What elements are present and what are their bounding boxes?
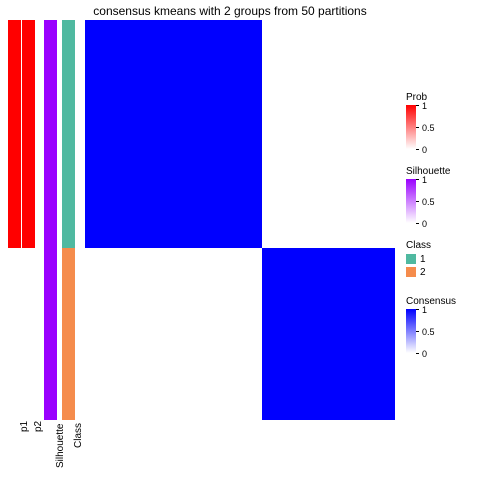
legend-tickmark <box>416 201 419 202</box>
consensus-heatmap <box>85 20 395 420</box>
legend-tick: 1 <box>422 305 427 315</box>
annotation-segment <box>8 20 21 248</box>
legend-tickmark <box>416 309 419 310</box>
legend-gradient-silhouette <box>406 179 416 223</box>
legend-tick: 0 <box>422 145 427 155</box>
legend-tick: 1 <box>422 175 427 185</box>
legend-prob: Prob10.50 <box>406 92 427 149</box>
legend-item: 1 <box>406 253 431 266</box>
legend-item: 2 <box>406 266 431 279</box>
annotation-column-p1 <box>8 20 21 420</box>
legend-title-silhouette: Silhouette <box>406 166 450 177</box>
annotation-label-p1: p1 <box>19 421 30 432</box>
legend-silhouette: Silhouette10.50 <box>406 166 450 223</box>
legend-tick: 0 <box>422 219 427 229</box>
annotation-column-class <box>62 20 75 420</box>
annotation-segment <box>62 248 75 420</box>
legend-gradient-consensus <box>406 309 416 353</box>
annotation-column-silhouette <box>44 20 57 420</box>
annotation-label-class: Class <box>73 423 84 448</box>
legend-title-consensus: Consensus <box>406 296 456 307</box>
legend-item-label: 2 <box>420 267 426 278</box>
legend-swatch <box>406 254 416 264</box>
annotation-segment <box>22 248 35 420</box>
annotation-segment <box>8 248 21 420</box>
legend-tickmark <box>416 331 419 332</box>
annotation-segment <box>62 20 75 248</box>
annotation-label-silhouette: Silhouette <box>55 424 66 468</box>
legend-tick: 1 <box>422 101 427 111</box>
legend-tick: 0.5 <box>422 197 435 207</box>
annotation-column-p2 <box>22 20 35 420</box>
legend-tickmark <box>416 179 419 180</box>
annotation-label-p2: p2 <box>33 421 44 432</box>
legend-item-label: 1 <box>420 254 426 265</box>
legend-title-class: Class <box>406 240 431 251</box>
chart-title: consensus kmeans with 2 groups from 50 p… <box>85 4 375 18</box>
annotation-segment <box>44 20 57 420</box>
legend-tickmark <box>416 223 419 224</box>
legend-tick: 0.5 <box>422 123 435 133</box>
heatmap-block-2 <box>262 248 395 420</box>
legend-class: Class 1 2 <box>406 240 431 279</box>
annotation-segment <box>22 20 35 248</box>
legend-tickmark <box>416 127 419 128</box>
legend-tickmark <box>416 353 419 354</box>
legend-consensus: Consensus10.50 <box>406 296 456 353</box>
legend-tickmark <box>416 149 419 150</box>
legend-tick: 0 <box>422 349 427 359</box>
legend-swatch <box>406 267 416 277</box>
legend-tick: 0.5 <box>422 327 435 337</box>
heatmap-block-1 <box>85 20 262 248</box>
legend-tickmark <box>416 105 419 106</box>
legend-gradient-prob <box>406 105 416 149</box>
